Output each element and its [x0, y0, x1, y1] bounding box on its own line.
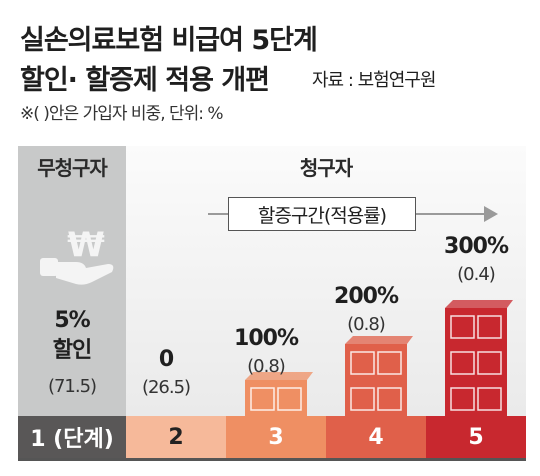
- claimant-header: 청구자: [299, 156, 353, 180]
- step-cell-2: 2: [126, 416, 226, 458]
- surcharge-arrow-head: [484, 206, 498, 222]
- surcharge-range-box: 할증구간(적용률): [228, 197, 416, 231]
- step-cell-1: 1 (단계): [18, 416, 126, 458]
- share-label-step2: (26.5): [141, 377, 191, 398]
- discount-percent: 5%: [54, 308, 90, 333]
- won-hand-icon: ₩: [40, 225, 114, 285]
- surcharge-bar-step5: [445, 300, 513, 416]
- adjustment-label-step5: 300%: [444, 234, 509, 259]
- share-label-step5: (0.4): [457, 264, 496, 285]
- svg-text:₩: ₩: [67, 225, 105, 265]
- chart-title-line1: 실손의료보험 비급여 5단계: [20, 25, 318, 56]
- share-label-step4: (0.8): [347, 314, 386, 335]
- share-label-step1: (71.5): [47, 376, 97, 397]
- step-cell-3: 3: [226, 416, 326, 458]
- unit-note: ※( )안은 가입자 비중, 단위: %: [20, 104, 224, 124]
- source-note: 자료 : 보험연구원: [312, 70, 436, 91]
- adjustment-label-step2: 0: [158, 347, 174, 372]
- chart-title-line2: 할인· 할증제 적용 개편: [20, 65, 270, 96]
- adjustment-label-step3: 100%: [234, 326, 299, 351]
- discount-word: 할인: [52, 338, 92, 363]
- surcharge-bar-step3: [245, 372, 313, 416]
- surcharge-bar-step4: [345, 336, 413, 416]
- step-cell-4: 4: [326, 416, 426, 458]
- adjustment-label-step4: 200%: [334, 284, 399, 309]
- non-claimant-header: 무청구자: [37, 156, 108, 180]
- share-label-step3: (0.8): [247, 356, 286, 377]
- bottom-rule: [18, 458, 526, 461]
- bars-layer: [245, 300, 513, 416]
- adjustment-label-step1: 5% 할인: [18, 306, 126, 366]
- step-cell-5: 5: [426, 416, 526, 458]
